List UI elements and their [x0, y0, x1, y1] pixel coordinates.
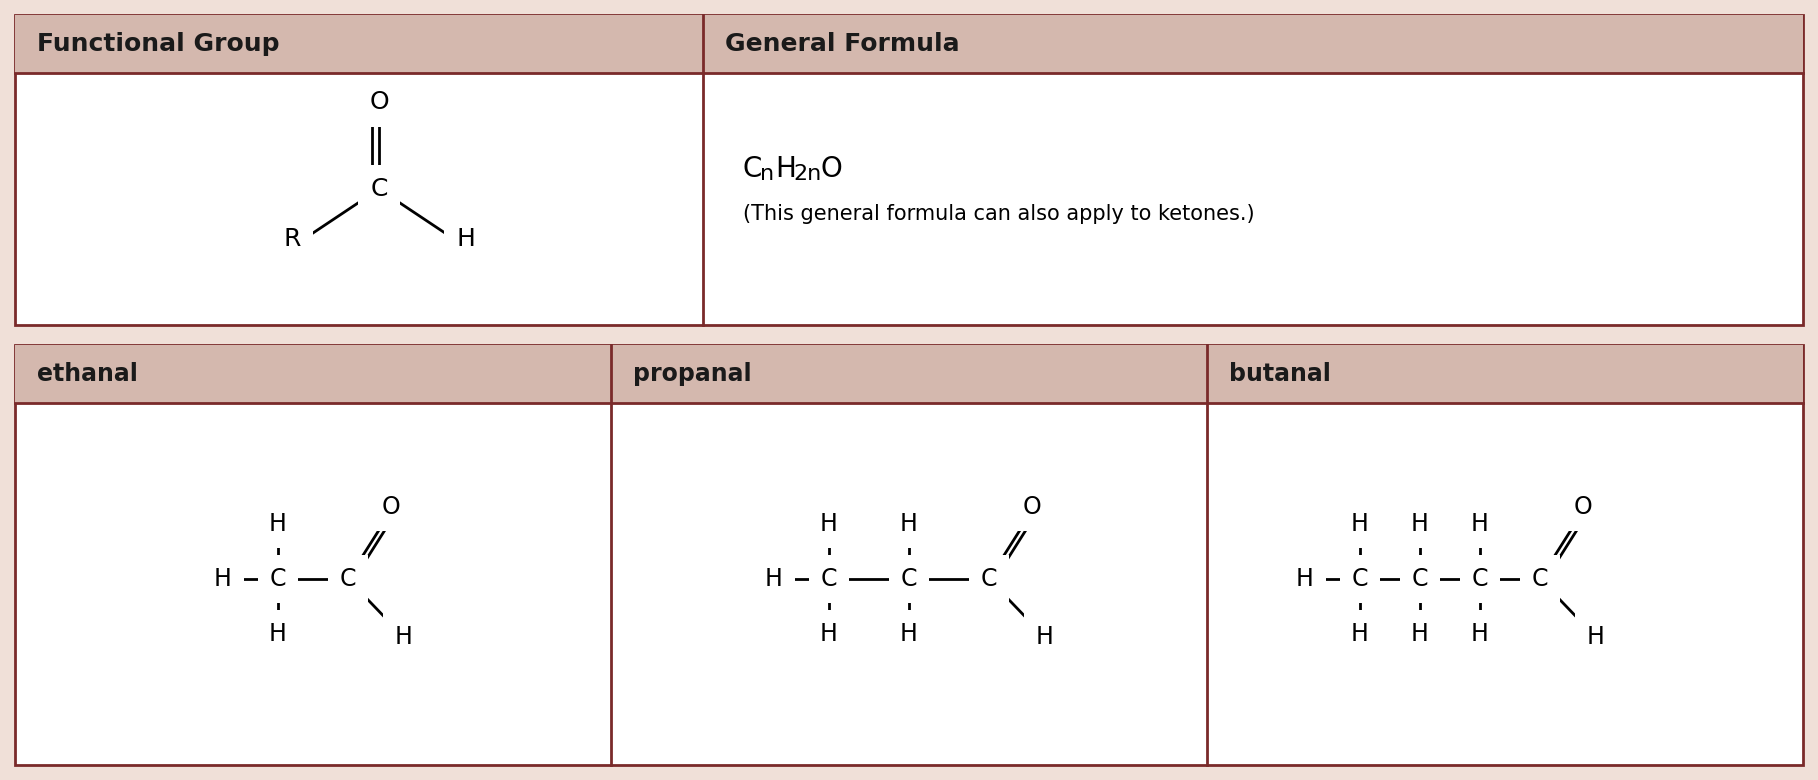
Text: C: C — [1533, 567, 1549, 591]
Text: O: O — [369, 90, 389, 114]
Text: butanal: butanal — [1229, 362, 1331, 386]
Text: H: H — [1351, 512, 1369, 536]
Text: O: O — [1022, 495, 1042, 519]
Text: H: H — [820, 622, 838, 646]
Text: propanal: propanal — [633, 362, 751, 386]
Text: R: R — [284, 227, 300, 251]
Text: H: H — [1296, 567, 1314, 591]
Text: n: n — [760, 164, 774, 184]
Text: C: C — [1353, 567, 1369, 591]
Text: H: H — [456, 227, 476, 251]
Text: C: C — [1473, 567, 1489, 591]
Text: C: C — [744, 154, 762, 183]
Text: H: H — [395, 625, 413, 649]
Text: H: H — [269, 622, 287, 646]
Text: C: C — [900, 567, 918, 591]
Text: 2n: 2n — [793, 164, 822, 184]
Text: O: O — [382, 495, 400, 519]
Text: H: H — [900, 622, 918, 646]
Text: H: H — [1471, 512, 1489, 536]
Text: General Formula: General Formula — [725, 32, 960, 56]
Bar — [15, 345, 1803, 765]
Text: H: H — [1411, 512, 1429, 536]
Text: O: O — [1574, 495, 1593, 519]
Text: ethanal: ethanal — [36, 362, 138, 386]
Text: C: C — [1413, 567, 1429, 591]
Text: H: H — [1351, 622, 1369, 646]
Text: Functional Group: Functional Group — [36, 32, 280, 56]
Text: C: C — [340, 567, 356, 591]
Bar — [15, 345, 1803, 403]
Text: C: C — [269, 567, 285, 591]
Text: H: H — [1587, 625, 1605, 649]
Text: H: H — [1411, 622, 1429, 646]
Bar — [15, 15, 1803, 325]
Text: C: C — [980, 567, 998, 591]
Text: H: H — [765, 567, 784, 591]
Text: O: O — [822, 154, 844, 183]
Text: C: C — [371, 177, 387, 201]
Text: H: H — [774, 154, 796, 183]
Text: H: H — [820, 512, 838, 536]
Text: C: C — [820, 567, 838, 591]
Bar — [15, 15, 1803, 73]
Text: H: H — [900, 512, 918, 536]
Text: H: H — [269, 512, 287, 536]
Text: (This general formula can also apply to ketones.): (This general formula can also apply to … — [744, 204, 1254, 224]
Text: H: H — [1036, 625, 1054, 649]
Text: H: H — [1471, 622, 1489, 646]
Text: H: H — [215, 567, 233, 591]
